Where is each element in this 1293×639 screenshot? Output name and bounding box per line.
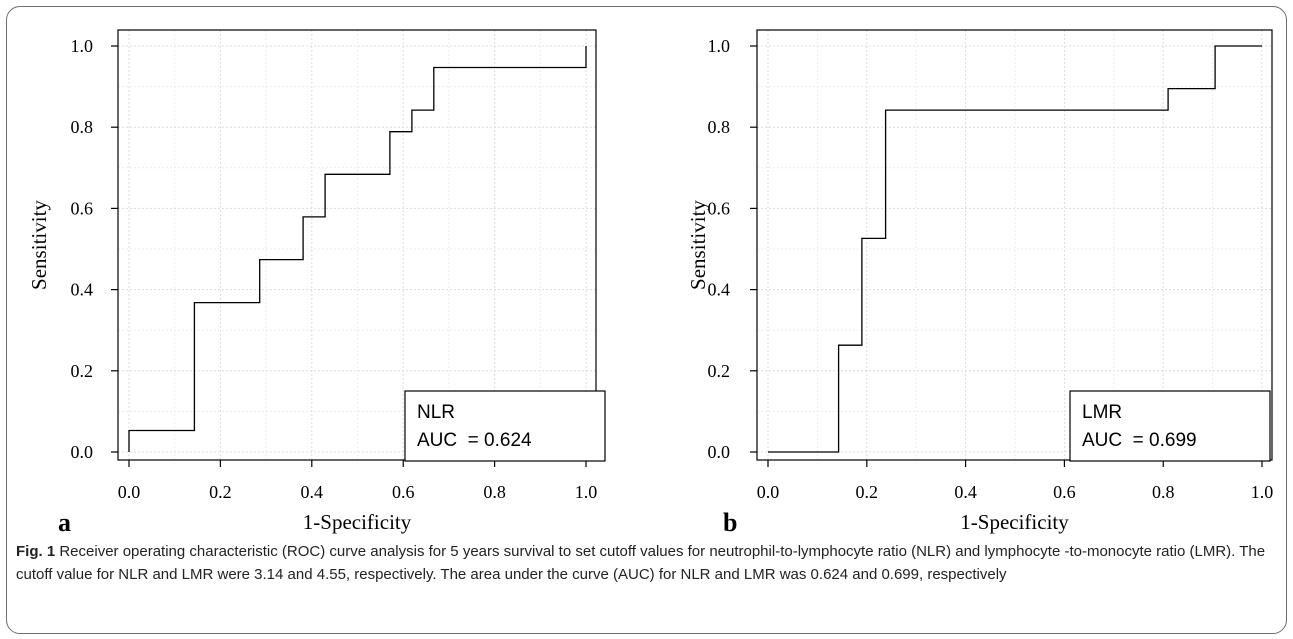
panel-b-x-tick-label: 0.6 <box>1053 482 1076 502</box>
panel-a-x-tick-label: 0.0 <box>118 482 141 502</box>
panel-a-y-tick-label: 1.0 <box>71 36 94 56</box>
panel-b-y-tick-label: 0.2 <box>708 361 731 381</box>
panel-b-legend-box <box>1069 390 1271 462</box>
panel-a-y-axis-label: Sensitivity <box>27 200 51 290</box>
panel-a-plot-border <box>117 29 597 461</box>
panel-a: 0.0 0.2 0.4 0.6 0.8 1.0 0.0 0.2 0.4 0.6 0.8 1.0 1-Sp… <box>27 29 606 537</box>
panel-a-panel-letter: a <box>58 508 71 537</box>
figure-caption: Fig. 1 Receiver operating characteristic… <box>16 540 1278 586</box>
panel-a-x-tick-label: 1.0 <box>575 482 598 502</box>
panel-b-x-axis-label: 1-Specificity <box>960 510 1069 534</box>
panel-a-y-tick-label: 0.0 <box>71 442 94 462</box>
panel-a-x-tick-label: 0.6 <box>392 482 415 502</box>
panel-a-y-tick-label: 0.6 <box>71 198 94 218</box>
panel-b-x-tick-label: 0.4 <box>954 482 977 502</box>
caption-label: Fig. 1 <box>16 543 56 560</box>
panel-a-y-tick-label: 0.2 <box>71 361 94 381</box>
figure-charts: 0.0 0.2 0.4 0.6 0.8 1.0 0.0 0.2 0.4 0.6 0.8 1.0 1-Sp… <box>27 29 1274 537</box>
panel-a-legend-box <box>404 390 606 462</box>
panel-b-x-tick-label: 0.2 <box>856 482 879 502</box>
panel-b: 0.0 0.2 0.4 0.6 0.8 1.0 0.0 0.2 0.4 0.6 0.8 1.0 1-Sp… <box>686 29 1274 537</box>
panel-b-legend-name: LMR <box>1082 402 1122 423</box>
panel-b-y-tick-label: 0.8 <box>708 117 731 137</box>
panel-b-y-tick-label: 0.0 <box>708 442 731 462</box>
panel-b-y-tick-label: 1.0 <box>708 36 731 56</box>
panel-a-x-tick-label: 0.8 <box>483 482 506 502</box>
panel-b-plot-border <box>756 29 1273 461</box>
panel-a-legend-auc: AUC = 0.624 <box>417 430 532 451</box>
panel-b-roc-curve <box>768 45 1262 453</box>
panel-a-y-tick-label: 0.4 <box>71 280 94 300</box>
panel-b-x-tick-label: 0.8 <box>1152 482 1175 502</box>
panel-a-legend-name: NLR <box>417 402 455 423</box>
panel-a-x-tick-label: 0.2 <box>209 482 232 502</box>
panel-a-x-axis-label: 1-Specificity <box>303 510 412 534</box>
panel-b-x-tick-label: 0.0 <box>757 482 780 502</box>
caption-text: Receiver operating characteristic (ROC) … <box>16 543 1266 583</box>
panel-b-y-tick-label: 0.4 <box>708 280 731 300</box>
panel-b-y-axis-label: Sensitivity <box>686 200 710 290</box>
panel-b-y-tick-label: 0.6 <box>708 198 731 218</box>
panel-b-legend-auc: AUC = 0.699 <box>1082 430 1197 451</box>
panel-b-panel-letter: b <box>723 508 737 537</box>
panel-a-roc-curve <box>128 46 587 452</box>
panel-b-x-tick-label: 1.0 <box>1251 482 1274 502</box>
panel-a-x-tick-label: 0.4 <box>301 482 324 502</box>
panel-a-y-tick-label: 0.8 <box>71 117 94 137</box>
